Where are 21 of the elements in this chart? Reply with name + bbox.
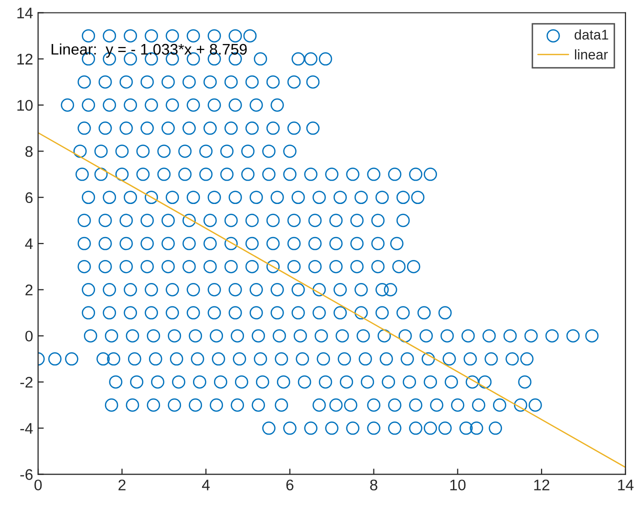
legend-label: data1	[574, 29, 608, 40]
y-tick-label: 4	[25, 238, 33, 250]
y-tick-label: 12	[17, 54, 32, 64]
y-tick-label: -2	[20, 376, 32, 388]
x-tick-label: 4	[202, 480, 210, 490]
y-tick-label: -4	[20, 423, 33, 434]
y-tick-label: 10	[17, 100, 33, 111]
legend-label: linear	[574, 49, 608, 60]
y-tick-label: 2	[26, 284, 32, 296]
x-tick-label: 10	[450, 480, 466, 490]
y-tick-label: 8	[25, 146, 33, 157]
y-tick-label: 14	[17, 8, 33, 18]
x-tick-label: 8	[370, 480, 378, 490]
y-tick-label: 6	[26, 192, 33, 204]
y-tick-label: -6	[20, 469, 33, 480]
x-tick-label: 0	[34, 480, 42, 490]
x-tick-label: 14	[618, 480, 634, 490]
x-tick-label: 6	[286, 480, 294, 490]
x-tick-label: 2	[118, 480, 126, 490]
x-tick-label: 12	[534, 480, 550, 490]
y-tick-label: 0	[25, 330, 33, 342]
